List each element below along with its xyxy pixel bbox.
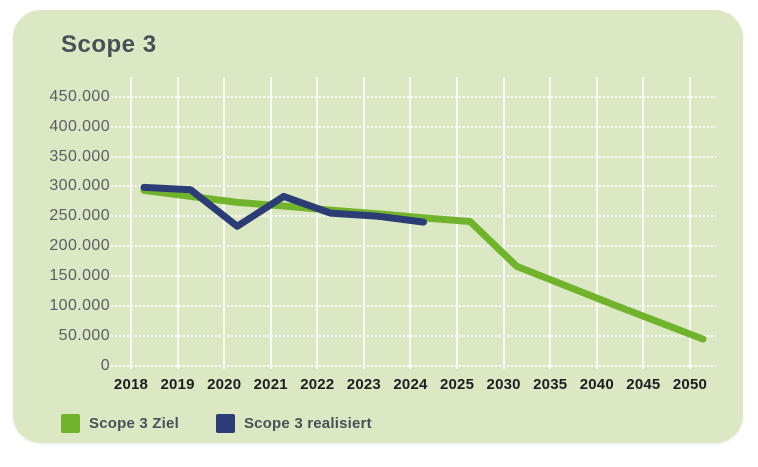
x-tick-label: 2040: [579, 376, 614, 393]
x-tick-label: 2035: [533, 376, 568, 393]
line-plot: [140, 183, 707, 343]
gridline-vertical: [269, 77, 272, 369]
x-tick-label: 2045: [626, 376, 661, 393]
x-tick-label: 2023: [346, 376, 381, 393]
x-tick-label: 2019: [160, 376, 195, 393]
gridline-vertical: [409, 77, 412, 369]
gridline-vertical: [549, 77, 552, 369]
y-tick-label: 250.000: [49, 207, 110, 225]
legend-label-realisiert: Scope 3 realisiert: [243, 415, 372, 432]
line-scope3-ziel: [140, 186, 707, 343]
legend: Scope 3 Ziel Scope 3 realisiert: [61, 414, 372, 433]
gridline-vertical: [502, 77, 505, 369]
gridline-vertical: [456, 77, 459, 369]
x-tick-label: 2050: [672, 376, 708, 393]
gridline-vertical: [130, 77, 132, 369]
x-tick-label: 2020: [207, 376, 242, 393]
gridline-horizontal: [107, 95, 716, 98]
y-tick-label: 150.000: [49, 266, 110, 284]
gridline-horizontal: [107, 185, 716, 188]
y-tick-label: 100.000: [49, 296, 110, 314]
y-tick-label: 300.000: [49, 177, 110, 195]
x-tick-label: 2021: [253, 376, 288, 393]
gridline-horizontal: [107, 155, 716, 158]
gridline-vertical: [688, 77, 691, 369]
gridline-vertical: [223, 77, 226, 369]
gridline-horizontal: [107, 125, 716, 128]
chart-card: Scope 3 0 50.000 100.000 150.000 200.000 250.…: [13, 10, 743, 443]
x-tick-label: 2030: [486, 376, 521, 393]
y-tick-label: 400.000: [49, 117, 110, 135]
gridline-vertical: [176, 77, 179, 369]
x-tick-label: 2022: [300, 376, 335, 393]
gridline-horizontal: [107, 215, 716, 218]
chart-title: Scope 3: [61, 31, 157, 58]
gridline-vertical: [316, 77, 319, 369]
y-tick-label: 0: [100, 356, 110, 374]
gridline-horizontal: [107, 304, 716, 307]
gridline-horizontal: [107, 274, 716, 277]
legend-swatch-realisiert: [215, 414, 235, 433]
y-tick-label: 350.000: [49, 147, 110, 165]
legend-label-ziel: Scope 3 Ziel: [89, 415, 179, 432]
x-tick-label: 2024: [393, 376, 428, 393]
x-tick-label: 2025: [439, 376, 475, 393]
gridline-horizontal: [107, 334, 716, 337]
gridline-vertical: [642, 77, 645, 369]
gridline-horizontal: [107, 364, 716, 367]
gridline-vertical: [595, 77, 598, 369]
line-scope3-realisiert: [140, 183, 427, 230]
legend-item-realisiert: Scope 3 realisiert: [215, 414, 372, 433]
gridline-vertical: [362, 77, 365, 369]
x-tick-label: 2018: [113, 376, 149, 393]
gridline-horizontal: [107, 245, 716, 248]
legend-swatch-ziel: [61, 414, 80, 433]
y-tick-label: 450.000: [49, 87, 110, 105]
y-tick-label: 200.000: [49, 237, 110, 255]
y-tick-label: 50.000: [58, 326, 110, 344]
legend-item-ziel: Scope 3 Ziel: [61, 414, 179, 433]
